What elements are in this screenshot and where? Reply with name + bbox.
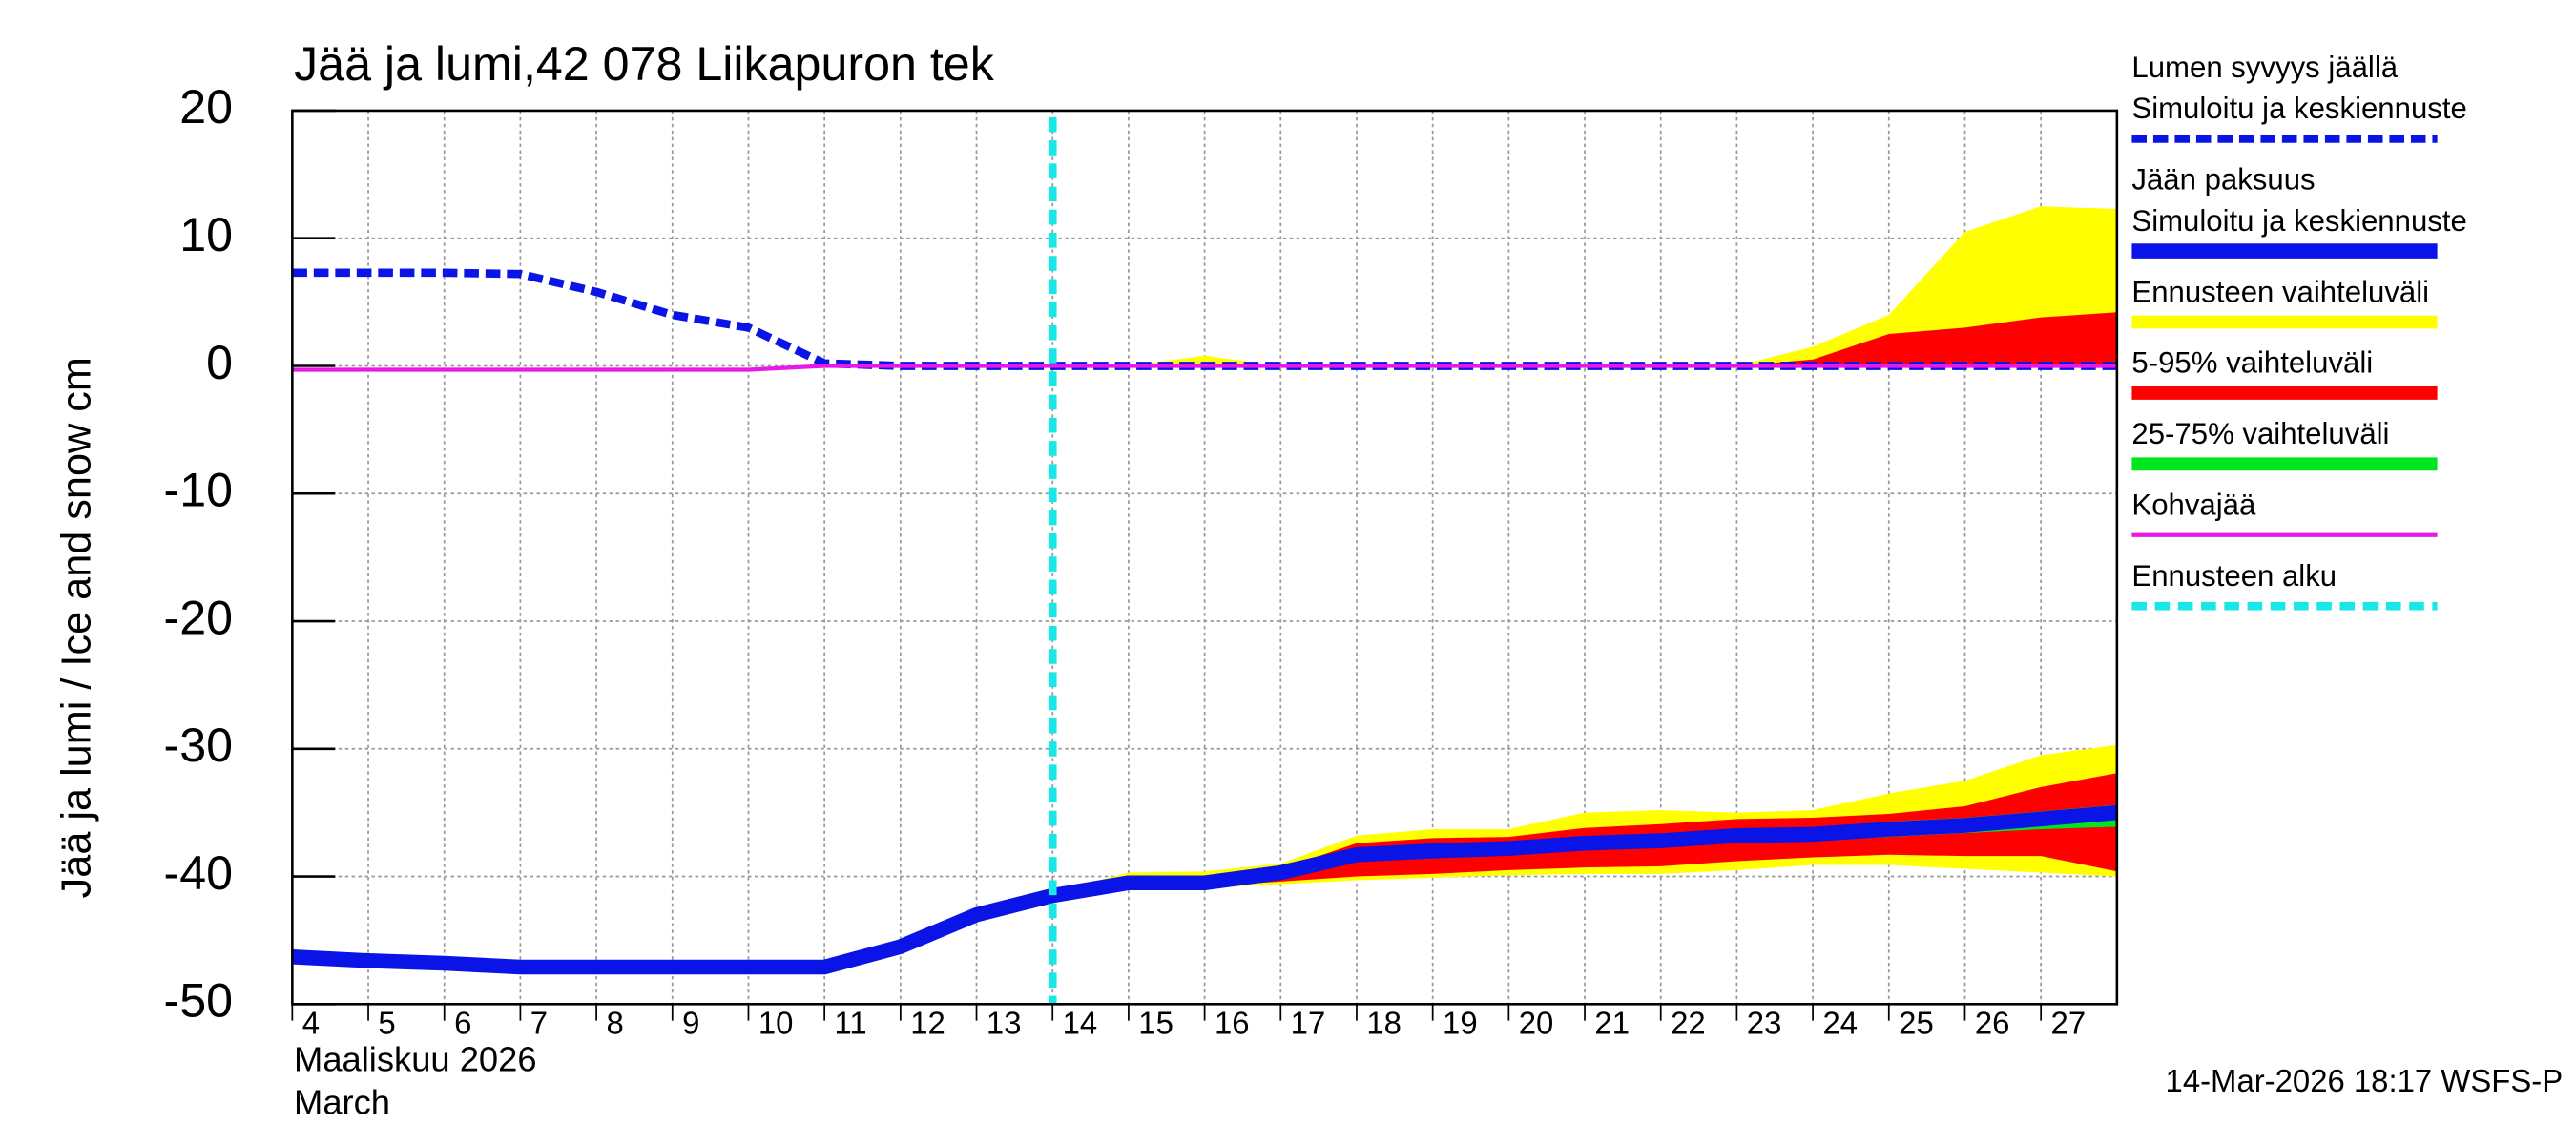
x-tick-label: 22 [1671, 1005, 1706, 1040]
legend-label: 5-95% vaihteluväli [2131, 346, 2373, 380]
x-tick-label: 7 [530, 1005, 548, 1040]
x-tick-label: 4 [302, 1005, 320, 1040]
legend-label: Ennusteen alku [2131, 559, 2337, 593]
y-tick-label: -50 [163, 974, 233, 1028]
y-tick-label: -40 [163, 846, 233, 900]
legend-label: Kohvajää [2131, 489, 2256, 522]
footer: 14-Mar-2026 18:17 WSFS-P [2166, 1063, 2564, 1098]
x-tick-label: 12 [910, 1005, 945, 1040]
y-tick-label: -10 [163, 464, 233, 517]
legend-label: Simuloitu ja keskiennuste [2131, 92, 2466, 125]
x-tick-label: 6 [454, 1005, 471, 1040]
legend-label: 25-75% vaihteluväli [2131, 417, 2389, 450]
x-tick-label: 18 [1366, 1005, 1402, 1040]
x-tick-label: 8 [606, 1005, 623, 1040]
x-tick-label: 17 [1291, 1005, 1326, 1040]
x-tick-label: 16 [1215, 1005, 1250, 1040]
x-tick-label: 14 [1063, 1005, 1098, 1040]
y-tick-label: 10 [179, 208, 233, 261]
x-axis-label: March [294, 1082, 390, 1121]
legend-label: Lumen syvyys jäällä [2131, 51, 2398, 84]
y-tick-label: 20 [179, 80, 233, 134]
series-line [291, 804, 2118, 975]
x-tick-label: 27 [2051, 1005, 2087, 1040]
x-tick-label: 19 [1443, 1005, 1478, 1040]
plot-frame [291, 109, 2119, 1006]
plot-area: 4 5 6 7 8 9 10 11 12 13 14 15 16 17 18 19 20 21 22 23 24 25 26… [163, 80, 2119, 1040]
legend-label: Jään paksuus [2131, 163, 2315, 197]
x-axis-label: Maaliskuu 2026 [294, 1039, 536, 1078]
chart-title: Jää ja lumi,42 078 Liikapuron tek [294, 37, 995, 91]
y-tick-label: -30 [163, 718, 233, 772]
y-axis-label: Jää ja lumi / Ice and snow cm [53, 357, 99, 898]
legend-label: Simuloitu ja keskiennuste [2131, 204, 2466, 238]
x-tick-label: 23 [1747, 1005, 1782, 1040]
x-tick-label: 20 [1519, 1005, 1554, 1040]
x-tick-label: 21 [1594, 1005, 1630, 1040]
legend: Lumen syvyys jäällä Simuloitu ja keskienn… [2131, 51, 2467, 611]
x-tick-label: 25 [1899, 1005, 1934, 1040]
y-tick-label: -20 [163, 591, 233, 644]
band-area [1052, 312, 2117, 366]
legend-label: Ennusteen vaihteluväli [2131, 275, 2429, 308]
x-tick-label: 5 [378, 1005, 395, 1040]
x-tick-label: 9 [682, 1005, 699, 1040]
x-tick-label: 13 [987, 1005, 1022, 1040]
x-tick-label: 26 [1975, 1005, 2010, 1040]
series-line [292, 364, 2117, 372]
x-tick-label: 11 [835, 1005, 867, 1040]
x-tick-label: 15 [1138, 1005, 1174, 1040]
x-tick-label: 10 [758, 1005, 794, 1040]
x-tick-label: 24 [1822, 1005, 1858, 1040]
y-tick-label: 0 [206, 336, 233, 389]
